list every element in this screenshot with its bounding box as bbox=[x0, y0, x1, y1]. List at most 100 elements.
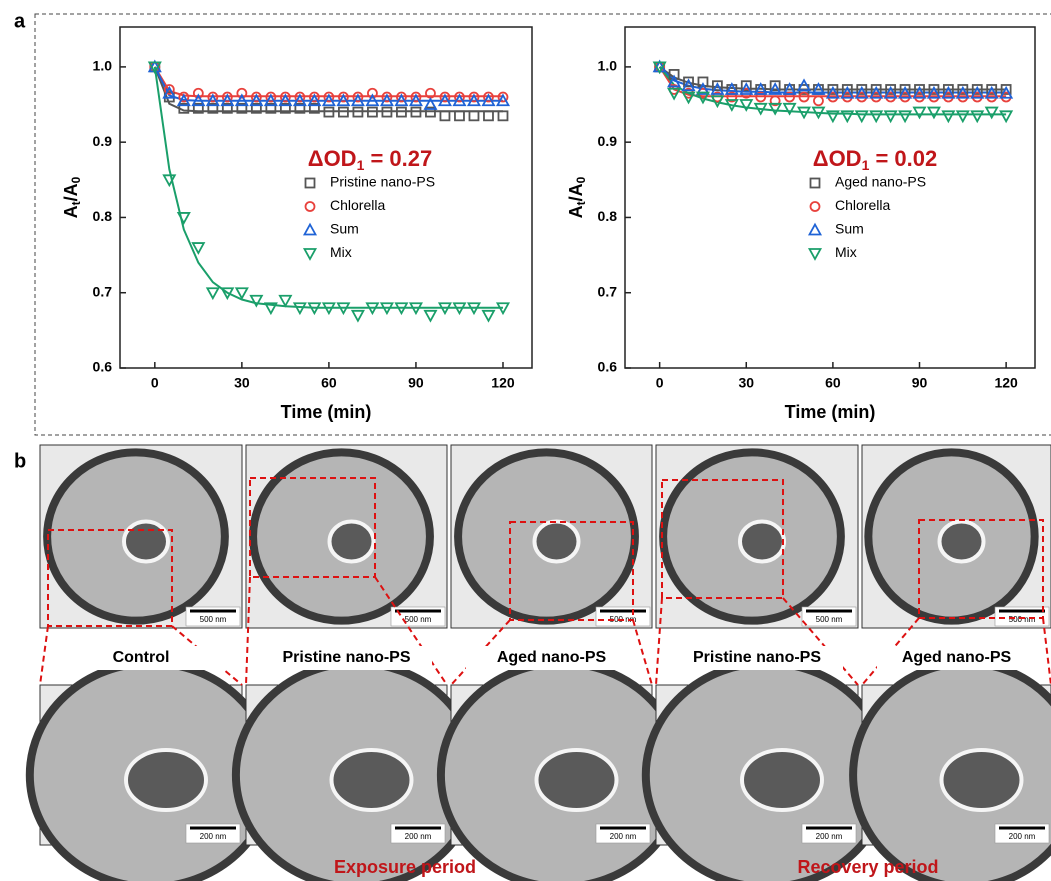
marker bbox=[466, 93, 481, 107]
y-tick-label: 0.7 bbox=[93, 283, 113, 299]
x-axis-label: Time (min) bbox=[785, 402, 876, 422]
legend-marker bbox=[302, 222, 318, 236]
marker bbox=[827, 84, 839, 95]
marker bbox=[753, 102, 768, 116]
x-tick-label: 90 bbox=[408, 375, 424, 391]
marker bbox=[437, 93, 452, 107]
marker bbox=[220, 287, 235, 301]
marker bbox=[667, 87, 682, 101]
marker bbox=[379, 302, 394, 316]
scale-label: 200 nm bbox=[1009, 832, 1036, 841]
marker bbox=[739, 82, 754, 95]
marker bbox=[367, 87, 378, 99]
organelle bbox=[327, 519, 376, 564]
plot-frame bbox=[624, 26, 1036, 369]
scale-label: 200 nm bbox=[816, 832, 843, 841]
marker bbox=[437, 302, 452, 316]
organelle bbox=[532, 519, 581, 564]
marker bbox=[668, 69, 680, 80]
marker bbox=[869, 85, 884, 99]
marker bbox=[147, 61, 162, 75]
marker bbox=[955, 85, 970, 99]
marker bbox=[739, 99, 754, 112]
marker bbox=[710, 95, 725, 109]
marker bbox=[249, 294, 264, 308]
marker bbox=[782, 102, 797, 116]
legend-marker bbox=[304, 177, 316, 189]
marker bbox=[207, 91, 219, 103]
scale-label: 200 nm bbox=[200, 832, 227, 841]
marker bbox=[769, 80, 781, 92]
y-axis-label-part: /A bbox=[61, 183, 81, 201]
marker bbox=[840, 85, 855, 99]
zoom-box bbox=[509, 521, 634, 621]
zoom-line bbox=[655, 597, 663, 686]
organelle bbox=[939, 748, 1024, 812]
marker bbox=[279, 91, 291, 103]
marker bbox=[914, 84, 925, 95]
legend-marker bbox=[809, 201, 821, 212]
legend-label: Chlorella bbox=[835, 197, 890, 213]
marker bbox=[971, 84, 983, 95]
label-bg bbox=[671, 646, 843, 670]
marker bbox=[263, 302, 278, 316]
period-label: Recovery period bbox=[797, 857, 938, 877]
zoom-line bbox=[39, 625, 49, 686]
marker bbox=[856, 84, 868, 95]
zoom-line bbox=[1042, 617, 1051, 686]
annotation: ΔOD1 = 0.02 bbox=[813, 146, 938, 173]
legend-label: Chlorella bbox=[330, 197, 385, 213]
marker bbox=[999, 110, 1014, 124]
marker bbox=[265, 102, 277, 114]
marker bbox=[870, 84, 882, 95]
x-tick-label: 0 bbox=[151, 375, 159, 391]
marker bbox=[191, 93, 206, 107]
y-axis-label-part: A bbox=[61, 205, 81, 218]
scale-label: 200 nm bbox=[610, 832, 637, 841]
zoom-box bbox=[47, 529, 173, 627]
annotation-part: = 0.02 bbox=[869, 146, 937, 171]
marker bbox=[695, 82, 710, 95]
marker bbox=[365, 93, 380, 107]
annotation-part: ΔOD bbox=[813, 146, 862, 171]
marker bbox=[323, 91, 335, 103]
panel-label: b bbox=[14, 450, 26, 472]
annotation-part: 1 bbox=[357, 157, 365, 173]
marker bbox=[321, 302, 336, 316]
x-tick-label: 30 bbox=[234, 375, 250, 391]
marker bbox=[481, 309, 496, 323]
panel-a-border bbox=[34, 13, 1051, 436]
marker bbox=[941, 110, 956, 124]
marker bbox=[811, 106, 826, 120]
marker bbox=[898, 110, 913, 124]
organelle bbox=[937, 519, 986, 564]
column-label: Aged nano-PS bbox=[497, 649, 607, 666]
legend-marker bbox=[807, 222, 823, 236]
scale-label: 200 nm bbox=[405, 832, 432, 841]
marker bbox=[695, 91, 710, 105]
marker bbox=[928, 84, 940, 95]
marker bbox=[278, 294, 293, 308]
marker bbox=[308, 102, 320, 114]
marker bbox=[408, 302, 423, 316]
marker bbox=[352, 91, 364, 103]
marker bbox=[394, 93, 409, 107]
zoom-box bbox=[661, 479, 784, 599]
x-tick-label: 90 bbox=[912, 375, 928, 391]
legend-label: Pristine nano-PS bbox=[330, 174, 435, 190]
marker bbox=[883, 85, 898, 99]
marker bbox=[840, 110, 855, 124]
marker bbox=[307, 302, 322, 316]
legend-marker bbox=[302, 248, 318, 261]
marker bbox=[423, 97, 438, 110]
marker bbox=[338, 106, 349, 118]
marker bbox=[984, 106, 999, 120]
marker bbox=[854, 85, 869, 99]
fit-line bbox=[153, 66, 503, 309]
marker bbox=[408, 93, 423, 107]
y-axis-label-part: t bbox=[69, 201, 83, 205]
marker bbox=[452, 93, 467, 107]
marker bbox=[825, 110, 840, 124]
marker bbox=[350, 93, 365, 107]
marker bbox=[379, 93, 394, 107]
